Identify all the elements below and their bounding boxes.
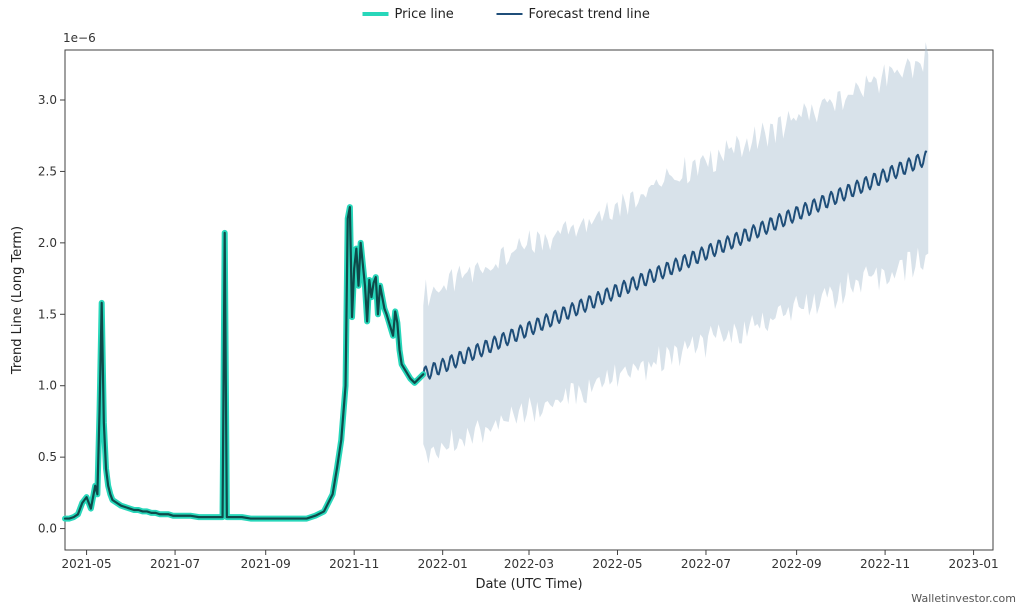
x-tick-label: 2022-07	[681, 557, 731, 571]
credit-text: Walletinvestor.com	[911, 592, 1016, 605]
x-tick-label: 2022-03	[504, 557, 554, 571]
legend-label: Forecast trend line	[529, 7, 650, 22]
x-axis-label: Date (UTC Time)	[475, 577, 582, 592]
x-tick-label: 2022-05	[592, 557, 642, 571]
y-tick-label: 1.0	[38, 379, 57, 393]
x-tick-label: 2023-01	[949, 557, 999, 571]
y-tick-label: 0.5	[38, 450, 57, 464]
y-tick-label: 1.5	[38, 307, 57, 321]
x-tick-label: 2021-05	[62, 557, 112, 571]
x-tick-label: 2022-09	[772, 557, 822, 571]
y-tick-label: 3.0	[38, 93, 57, 107]
x-tick-label: 2022-01	[418, 557, 468, 571]
x-tick-label: 2022-11	[860, 557, 910, 571]
x-tick-label: 2021-11	[329, 557, 379, 571]
y-exponent: 1e−6	[63, 31, 96, 45]
y-axis-label: Trend Line (Long Term)	[10, 226, 25, 375]
y-tick-label: 0.0	[38, 522, 57, 536]
x-tick-label: 2021-09	[241, 557, 291, 571]
x-tick-label: 2021-07	[150, 557, 200, 571]
legend-label: Price line	[395, 7, 454, 22]
y-tick-label: 2.5	[38, 164, 57, 178]
y-tick-label: 2.0	[38, 236, 57, 250]
